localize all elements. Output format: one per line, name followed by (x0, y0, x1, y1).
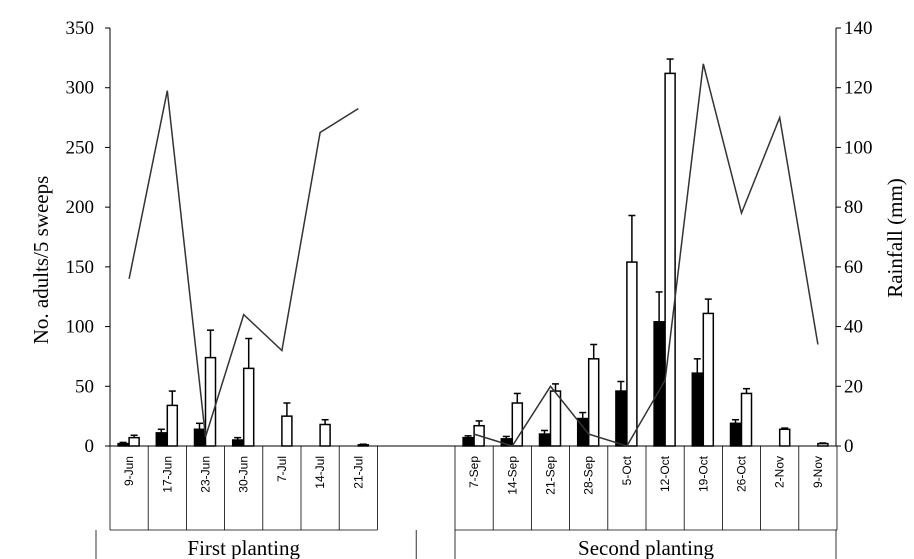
left-tick-label: 150 (66, 257, 95, 278)
rainfall-line (128, 90, 359, 438)
bar-series-1 (538, 433, 551, 447)
right-tick-label: 0 (844, 436, 854, 457)
bar-series-2 (740, 392, 753, 447)
bar-series-2 (549, 390, 562, 447)
bar-series-1 (231, 439, 244, 447)
category-label: 9-Nov (811, 456, 825, 488)
right-axis-ticks: 0 20 40 60 80 100 120 140 (836, 18, 873, 457)
left-tick-label: 300 (66, 78, 95, 99)
bar-series-2 (664, 72, 676, 447)
right-tick-label: 120 (844, 78, 873, 99)
group-labels: First planting Second planting (95, 529, 837, 559)
right-tick-label: 60 (844, 257, 863, 278)
bar-series-2 (778, 428, 791, 447)
category-label: 5-Oct (620, 455, 634, 485)
category-label: 23-Jun (199, 456, 213, 493)
category-label: 2-Nov (773, 456, 787, 488)
left-tick-label: 250 (66, 137, 95, 158)
rainfall-line (473, 63, 819, 447)
bar-series-2 (166, 404, 179, 447)
right-tick-label: 40 (844, 317, 863, 338)
category-label: 21-Jul (351, 456, 365, 489)
bar-series-1 (691, 372, 704, 447)
category-label: 14-Jul (313, 456, 327, 489)
category-labels: 9-Jun 17-Jun 23-Jun 30-Jun 7-Jul 14-Jul 21-Jul… (109, 446, 838, 530)
bar-series-1 (615, 390, 627, 447)
left-axis-ticks: 0 50 100 150 200 250 300 350 (66, 18, 110, 457)
left-tick-label: 100 (66, 317, 95, 338)
left-tick-label: 350 (66, 18, 95, 39)
bar-series-1 (729, 422, 742, 447)
group-label: First planting (187, 536, 300, 559)
category-label: 21-Sep (544, 456, 558, 495)
category-label: 9-Jun (122, 456, 136, 486)
left-tick-label: 0 (85, 436, 95, 457)
left-tick-label: 50 (75, 376, 94, 397)
category-label: 28-Sep (582, 456, 596, 495)
bar-series-2 (242, 367, 255, 447)
category-label: 17-Jun (160, 456, 174, 493)
category-label: 26-Oct (735, 455, 749, 492)
right-tick-label: 20 (844, 376, 863, 397)
bar-series-2 (817, 442, 829, 447)
bar-series-1 (117, 442, 129, 447)
plot-area (109, 28, 837, 447)
left-tick-label: 200 (66, 197, 95, 218)
bar-series-2 (626, 261, 638, 447)
right-tick-label: 140 (844, 18, 873, 39)
bar-series-1 (155, 432, 168, 447)
bar-series-2 (702, 312, 715, 447)
category-label: 30-Jun (237, 456, 251, 493)
y-axis-title: No. adults/5 sweeps (29, 176, 53, 345)
category-label: 14-Sep (505, 456, 519, 495)
bar-series-1 (462, 436, 474, 447)
bar-series-2 (319, 423, 331, 447)
category-label: 7-Sep (467, 456, 481, 488)
bar-series-2 (281, 415, 293, 447)
bar-series-2 (357, 444, 370, 447)
bar-series-2 (128, 436, 140, 447)
y2-axis-title: Rainfall (mm) (883, 178, 907, 298)
category-label: 12-Oct (658, 455, 672, 492)
right-tick-label: 80 (844, 197, 863, 218)
group-label: Second planting (578, 536, 714, 559)
category-label: 7-Jul (275, 456, 289, 482)
right-tick-label: 100 (844, 137, 873, 158)
bar-series-1 (193, 428, 206, 447)
category-label: 19-Oct (696, 455, 710, 492)
bar-series-2 (587, 358, 600, 447)
